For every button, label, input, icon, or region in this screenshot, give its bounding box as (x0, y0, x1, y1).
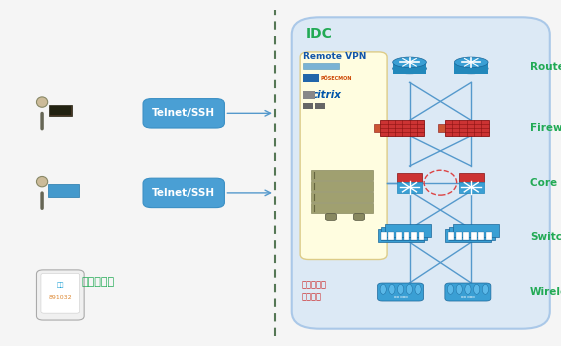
Ellipse shape (447, 284, 454, 294)
Ellipse shape (393, 57, 426, 67)
FancyBboxPatch shape (50, 106, 71, 115)
Ellipse shape (454, 63, 488, 74)
Text: oo ooo: oo ooo (394, 295, 407, 299)
Ellipse shape (473, 284, 480, 294)
Text: Telnet/SSH: Telnet/SSH (152, 108, 215, 118)
Text: IDC: IDC (306, 27, 333, 41)
FancyBboxPatch shape (454, 63, 488, 74)
FancyBboxPatch shape (396, 233, 402, 239)
FancyBboxPatch shape (143, 178, 224, 208)
Ellipse shape (456, 284, 462, 294)
Text: 宁盾动态码: 宁盾动态码 (81, 277, 114, 288)
FancyBboxPatch shape (459, 182, 484, 193)
FancyBboxPatch shape (303, 74, 319, 82)
Ellipse shape (36, 176, 48, 187)
FancyBboxPatch shape (380, 120, 424, 136)
FancyBboxPatch shape (456, 233, 462, 239)
FancyBboxPatch shape (459, 173, 484, 182)
FancyBboxPatch shape (311, 192, 373, 202)
Text: 宁盾一体化
认证平台: 宁盾一体化 认证平台 (301, 280, 327, 302)
Text: PÖSECMON: PÖSECMON (321, 76, 352, 81)
Text: Switch: Switch (530, 232, 561, 242)
FancyBboxPatch shape (419, 233, 425, 239)
FancyBboxPatch shape (453, 224, 499, 237)
FancyBboxPatch shape (41, 273, 80, 313)
FancyBboxPatch shape (311, 170, 373, 180)
Ellipse shape (398, 284, 404, 294)
FancyBboxPatch shape (448, 233, 454, 239)
FancyBboxPatch shape (325, 213, 337, 220)
FancyBboxPatch shape (445, 229, 491, 242)
Text: Telnet/SSH: Telnet/SSH (152, 188, 215, 198)
FancyBboxPatch shape (292, 17, 550, 329)
FancyBboxPatch shape (445, 283, 491, 301)
Ellipse shape (482, 284, 489, 294)
FancyBboxPatch shape (397, 182, 422, 193)
FancyBboxPatch shape (381, 227, 427, 240)
Text: Wireless: Wireless (530, 288, 561, 297)
FancyBboxPatch shape (378, 229, 424, 242)
FancyBboxPatch shape (378, 283, 424, 301)
Text: Remote VPN: Remote VPN (303, 52, 366, 61)
FancyBboxPatch shape (403, 233, 410, 239)
Text: oo ooo: oo ooo (461, 295, 475, 299)
FancyBboxPatch shape (143, 99, 224, 128)
FancyBboxPatch shape (463, 233, 469, 239)
FancyBboxPatch shape (381, 233, 387, 239)
Text: citrix: citrix (311, 90, 341, 100)
Text: Firewall: Firewall (530, 123, 561, 133)
FancyBboxPatch shape (438, 124, 445, 132)
FancyBboxPatch shape (374, 124, 380, 132)
FancyBboxPatch shape (411, 233, 417, 239)
FancyBboxPatch shape (303, 63, 339, 69)
FancyBboxPatch shape (300, 52, 387, 260)
Text: 宁盾: 宁盾 (57, 283, 64, 288)
FancyBboxPatch shape (311, 203, 373, 213)
Ellipse shape (36, 97, 48, 107)
Text: Core Switch: Core Switch (530, 179, 561, 188)
Text: Router: Router (530, 63, 561, 72)
FancyBboxPatch shape (449, 227, 495, 240)
Ellipse shape (465, 284, 471, 294)
Ellipse shape (406, 284, 412, 294)
FancyBboxPatch shape (471, 233, 477, 239)
FancyBboxPatch shape (445, 120, 489, 136)
FancyBboxPatch shape (486, 233, 492, 239)
FancyBboxPatch shape (49, 105, 72, 116)
Ellipse shape (454, 57, 488, 67)
FancyBboxPatch shape (36, 270, 84, 320)
Ellipse shape (380, 284, 386, 294)
Text: 891032: 891032 (48, 295, 72, 300)
FancyBboxPatch shape (479, 233, 484, 239)
FancyBboxPatch shape (397, 173, 422, 182)
FancyBboxPatch shape (315, 103, 325, 109)
Ellipse shape (393, 63, 426, 74)
Ellipse shape (389, 284, 395, 294)
FancyBboxPatch shape (385, 224, 431, 237)
FancyBboxPatch shape (303, 91, 315, 99)
FancyBboxPatch shape (393, 63, 426, 74)
FancyBboxPatch shape (303, 103, 313, 109)
FancyBboxPatch shape (388, 233, 394, 239)
FancyBboxPatch shape (311, 181, 373, 191)
FancyBboxPatch shape (48, 184, 79, 197)
FancyBboxPatch shape (353, 213, 365, 220)
Ellipse shape (415, 284, 421, 294)
